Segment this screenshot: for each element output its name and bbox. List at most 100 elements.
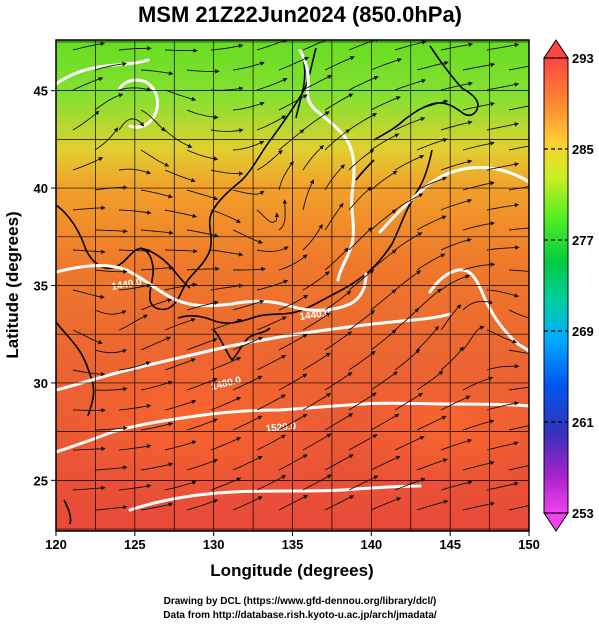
streamline [486, 401, 519, 411]
streamline [440, 480, 473, 491]
streamline [140, 380, 173, 391]
streamline [278, 199, 288, 231]
streamline [256, 40, 288, 51]
streamline [462, 141, 495, 151]
streamline [278, 254, 308, 271]
streamline [394, 436, 425, 451]
streamline [370, 329, 397, 351]
streamline [486, 122, 520, 131]
streamline [370, 209, 397, 231]
streamline [164, 169, 196, 183]
streamline [302, 179, 315, 211]
streamline [370, 497, 402, 511]
streamline [440, 198, 473, 211]
streamline [278, 160, 294, 191]
streamline [508, 186, 529, 191]
streamline [302, 474, 332, 491]
streamline [324, 202, 344, 231]
streamline [370, 413, 400, 431]
streamline [416, 176, 448, 191]
streamline [508, 505, 529, 511]
streamline [186, 499, 219, 511]
streamline [210, 437, 242, 451]
streamline [416, 415, 447, 431]
streamline [186, 189, 219, 201]
streamline [118, 118, 145, 131]
streamline [94, 465, 128, 471]
streamline [370, 133, 400, 151]
streamline [164, 48, 198, 53]
streamline [324, 56, 355, 71]
graticule [56, 40, 529, 531]
streamline [394, 155, 425, 171]
streamline [394, 232, 423, 251]
streamline [256, 475, 287, 491]
streamline [186, 337, 218, 351]
streamline [302, 111, 330, 131]
streamline [302, 392, 332, 411]
streamline [94, 228, 128, 234]
streamline [324, 331, 353, 351]
streamline [94, 505, 128, 511]
streamline [462, 299, 494, 311]
colorbar-tick-label: 277 [572, 233, 594, 248]
streamline [508, 425, 529, 431]
streamline [348, 350, 376, 371]
streamline [486, 82, 520, 91]
streamline [233, 266, 266, 272]
streamline [232, 375, 263, 391]
streamline [394, 78, 427, 91]
streamline [348, 475, 379, 491]
streamline [486, 329, 518, 344]
streamline [210, 209, 241, 223]
streamline [302, 271, 330, 291]
streamline [140, 189, 173, 199]
streamline [256, 209, 280, 223]
streamline [232, 496, 263, 511]
streamline [72, 369, 106, 377]
streamline [486, 202, 520, 211]
streamline [94, 348, 128, 354]
streamline [370, 58, 402, 71]
streamline [256, 246, 289, 252]
streamline [302, 40, 334, 51]
streamline [302, 144, 324, 171]
streamline [210, 249, 244, 257]
y-tick-label: 35 [34, 279, 48, 294]
streamline [278, 56, 310, 71]
streamline [348, 186, 372, 211]
streamline [94, 127, 119, 151]
streamline [416, 60, 449, 71]
streamline [394, 270, 422, 291]
streamline [278, 494, 309, 511]
streamline [210, 128, 244, 133]
streamline [256, 316, 287, 331]
streamline [232, 101, 265, 111]
streamline [140, 422, 174, 431]
credit-drawing: Drawing by DCL (https://www.gfd-dennou.o… [164, 596, 437, 607]
x-tick-label: 150 [518, 537, 540, 552]
streamline [508, 145, 529, 151]
streamline [302, 352, 331, 371]
warm-anomaly [340, 370, 529, 490]
streamline [416, 99, 449, 111]
streamline [140, 265, 174, 271]
streamline [186, 458, 219, 471]
streamline [370, 455, 401, 471]
streamline [348, 269, 375, 291]
x-axis: 120 125 130 135 140 145 150 [45, 531, 540, 552]
streamline [140, 229, 174, 235]
streamline [508, 465, 529, 471]
streamline [164, 209, 198, 219]
streamline [278, 94, 308, 111]
streamline [302, 433, 332, 451]
streamline [164, 89, 197, 102]
streamline [164, 358, 196, 371]
streamline [416, 288, 442, 311]
streamline [72, 110, 100, 131]
streamline [256, 115, 287, 131]
streamline [370, 371, 398, 391]
streamline [210, 86, 244, 91]
streamline [440, 346, 464, 371]
credit-data: Data from http://database.rish.kyoto-u.a… [163, 610, 437, 621]
